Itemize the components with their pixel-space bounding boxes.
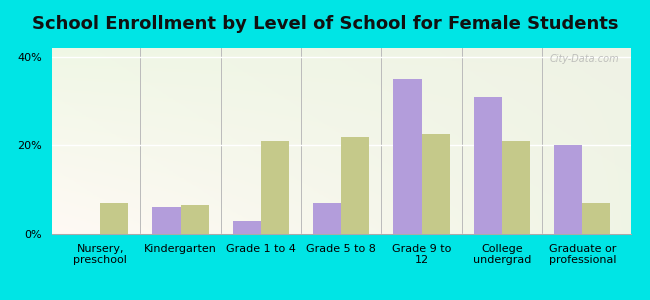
Bar xyxy=(554,146,582,234)
Bar xyxy=(100,203,128,234)
Bar xyxy=(341,136,369,234)
Bar xyxy=(393,79,422,234)
Bar xyxy=(181,205,209,234)
Text: School Enrollment by Level of School for Female Students: School Enrollment by Level of School for… xyxy=(32,15,618,33)
Bar xyxy=(502,141,530,234)
Bar xyxy=(582,203,610,234)
Bar xyxy=(261,141,289,234)
Text: City-Data.com: City-Data.com xyxy=(549,54,619,64)
Bar xyxy=(233,221,261,234)
Legend: Pattison, Texas: Pattison, Texas xyxy=(259,296,424,300)
Bar xyxy=(422,134,450,234)
Bar xyxy=(474,97,502,234)
Bar xyxy=(153,207,181,234)
Bar xyxy=(313,203,341,234)
